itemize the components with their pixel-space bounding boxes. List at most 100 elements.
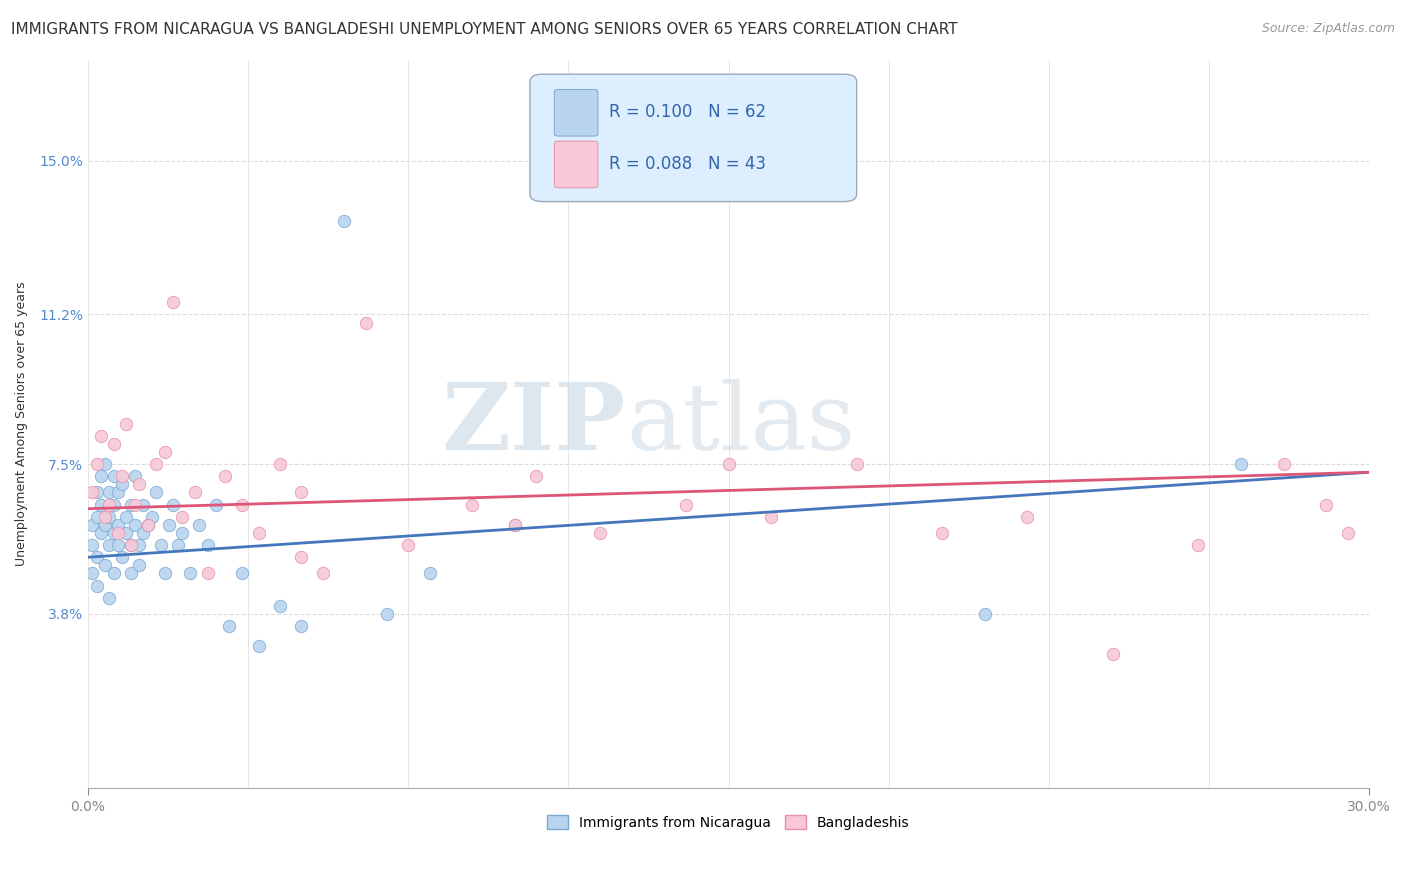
Point: [94, 558, 117, 573]
Point: [128, 538, 150, 552]
Y-axis label: Unemployment Among Seniors over 65 years: Unemployment Among Seniors over 65 years: [15, 281, 28, 566]
Point: [675, 498, 697, 512]
Point: [90, 469, 112, 483]
Point: [132, 525, 155, 540]
Point: [717, 457, 740, 471]
Point: [120, 498, 142, 512]
Point: [98, 509, 121, 524]
Point: [589, 525, 612, 540]
Point: [128, 477, 150, 491]
Point: [290, 550, 312, 565]
Point: [111, 550, 134, 565]
Point: [136, 517, 159, 532]
Point: [86, 485, 108, 500]
Point: [524, 469, 547, 483]
Point: [141, 509, 163, 524]
Point: [120, 538, 142, 552]
Point: [269, 457, 291, 471]
Point: [333, 214, 356, 228]
Point: [247, 639, 270, 653]
Point: [247, 525, 270, 540]
Point: [354, 316, 377, 330]
Point: [115, 417, 138, 431]
Point: [103, 566, 125, 581]
Text: R = 0.100   N = 62: R = 0.100 N = 62: [609, 103, 766, 121]
Text: R = 0.088   N = 43: R = 0.088 N = 43: [609, 154, 766, 173]
Point: [145, 485, 167, 500]
Point: [94, 457, 117, 471]
Point: [197, 538, 219, 552]
Point: [503, 517, 526, 532]
Point: [184, 485, 207, 500]
Point: [170, 525, 193, 540]
Point: [1315, 498, 1337, 512]
Point: [90, 498, 112, 512]
Point: [124, 498, 146, 512]
Point: [931, 525, 953, 540]
Point: [1272, 457, 1295, 471]
Point: [94, 509, 117, 524]
Point: [115, 509, 138, 524]
Point: [103, 469, 125, 483]
Point: [1187, 538, 1209, 552]
Point: [124, 469, 146, 483]
Text: IMMIGRANTS FROM NICARAGUA VS BANGLADESHI UNEMPLOYMENT AMONG SENIORS OVER 65 YEAR: IMMIGRANTS FROM NICARAGUA VS BANGLADESHI…: [11, 22, 957, 37]
Point: [103, 437, 125, 451]
Point: [86, 457, 108, 471]
Point: [231, 498, 253, 512]
Point: [761, 509, 783, 524]
FancyBboxPatch shape: [554, 89, 598, 136]
Text: Source: ZipAtlas.com: Source: ZipAtlas.com: [1261, 22, 1395, 36]
Point: [157, 517, 180, 532]
Point: [973, 607, 995, 621]
Point: [290, 485, 312, 500]
Point: [845, 457, 868, 471]
Point: [132, 498, 155, 512]
Point: [205, 498, 228, 512]
Point: [86, 578, 108, 592]
Point: [1337, 525, 1360, 540]
Point: [269, 599, 291, 613]
FancyBboxPatch shape: [554, 141, 598, 188]
Point: [396, 538, 419, 552]
Point: [94, 517, 117, 532]
Point: [188, 517, 211, 532]
Point: [145, 457, 167, 471]
Point: [107, 517, 129, 532]
Point: [136, 517, 159, 532]
Point: [107, 485, 129, 500]
Point: [115, 525, 138, 540]
Point: [162, 498, 184, 512]
Point: [98, 538, 121, 552]
Point: [179, 566, 201, 581]
Point: [1017, 509, 1039, 524]
Text: atlas: atlas: [626, 379, 855, 468]
Point: [82, 538, 104, 552]
Point: [419, 566, 441, 581]
Point: [1230, 457, 1253, 471]
Point: [218, 619, 240, 633]
Point: [231, 566, 253, 581]
Point: [103, 525, 125, 540]
Point: [153, 445, 176, 459]
Text: ZIP: ZIP: [441, 379, 626, 468]
Point: [107, 525, 129, 540]
Point: [111, 469, 134, 483]
Point: [86, 509, 108, 524]
Point: [107, 538, 129, 552]
Point: [82, 566, 104, 581]
Point: [120, 566, 142, 581]
Point: [98, 591, 121, 605]
Point: [153, 566, 176, 581]
Point: [103, 498, 125, 512]
Point: [120, 538, 142, 552]
Point: [82, 485, 104, 500]
Point: [290, 619, 312, 633]
Point: [90, 525, 112, 540]
Point: [170, 509, 193, 524]
Point: [82, 517, 104, 532]
Point: [1102, 648, 1125, 662]
Point: [375, 607, 398, 621]
Point: [124, 517, 146, 532]
Point: [111, 477, 134, 491]
